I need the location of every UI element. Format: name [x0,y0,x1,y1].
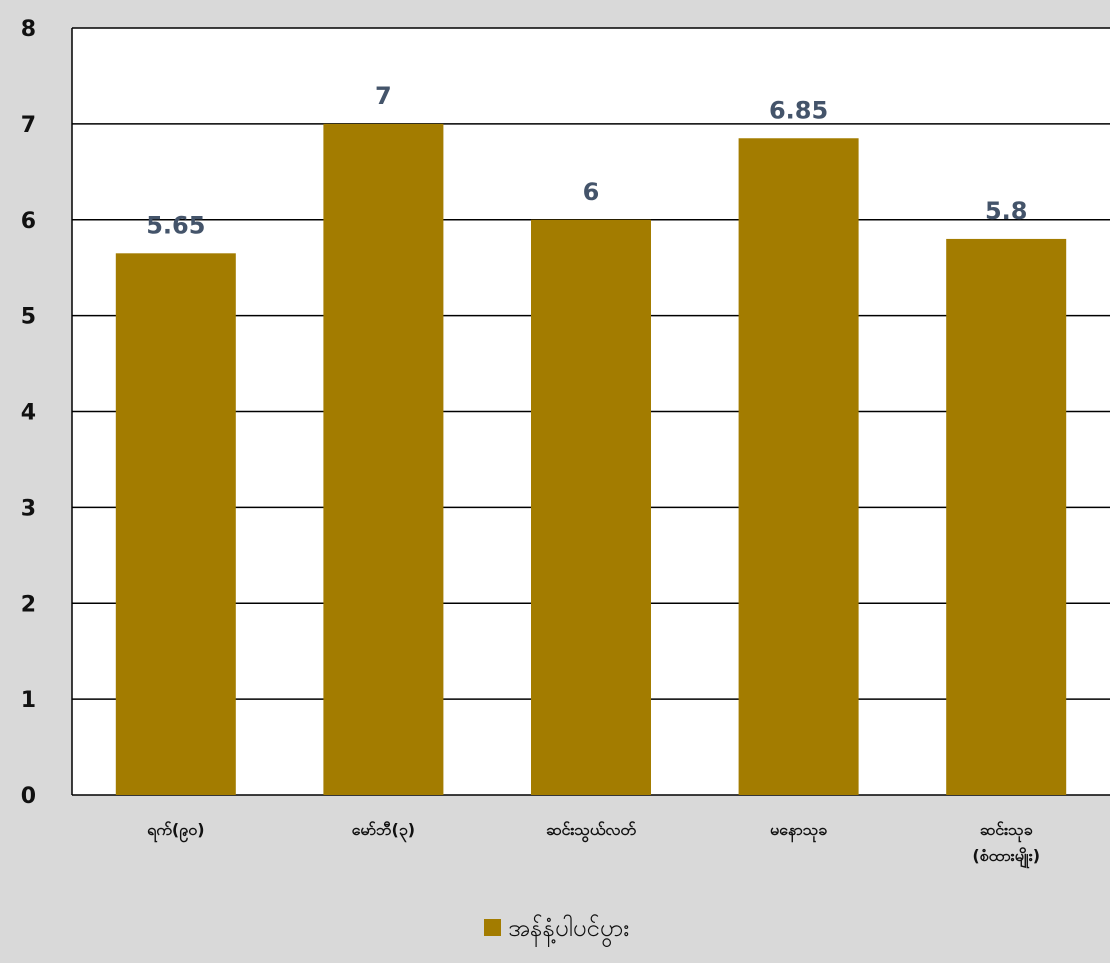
y-tick-label: 0 [21,784,36,809]
x-tick-label: မနောသုခ [770,820,827,843]
data-label: 5.8 [985,197,1028,225]
data-label: 6 [583,178,600,206]
y-tick-label: 5 [21,305,36,330]
x-tick-label: ဆင်းသုခ(စံထားမျိုး) [972,820,1040,869]
y-tick-label: 4 [21,401,36,426]
bar [946,238,1067,796]
legend-label: အန်နံ့ပါပင်ပွား [508,913,629,948]
y-tick-label: 2 [21,592,36,617]
legend-swatch [484,919,501,936]
x-tick-label: ရက်(၉၀) [147,820,204,843]
data-label: 6.85 [769,96,828,124]
bar [738,138,859,796]
bar [323,123,444,795]
x-tick-label: မော်ဘီ(၃) [352,820,415,843]
bar [115,253,236,795]
y-tick-label: 6 [21,209,36,234]
y-tick-label: 3 [21,496,36,521]
data-label: 5.65 [146,211,205,239]
bar [531,219,651,795]
x-tick-label: ဆင်းသွယ်လတ် [546,820,637,843]
y-tick-label: 8 [21,17,36,42]
y-tick-label: 7 [21,113,36,138]
data-label: 7 [375,82,392,110]
y-tick-label: 1 [21,688,36,713]
